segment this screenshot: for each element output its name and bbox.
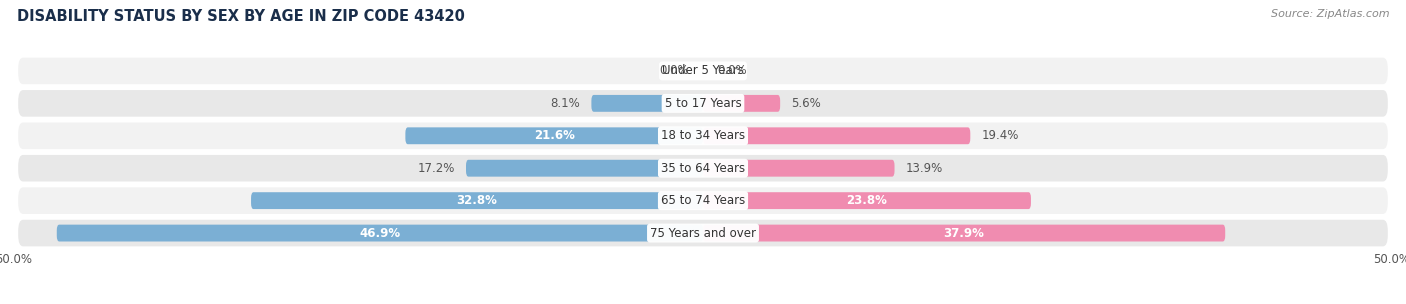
FancyBboxPatch shape [56, 225, 703, 241]
Text: 13.9%: 13.9% [905, 162, 943, 175]
FancyBboxPatch shape [18, 90, 1388, 117]
Text: 5.6%: 5.6% [792, 97, 821, 110]
FancyBboxPatch shape [18, 220, 1388, 246]
Text: 18 to 34 Years: 18 to 34 Years [661, 129, 745, 142]
Text: 19.4%: 19.4% [981, 129, 1019, 142]
Text: Under 5 Years: Under 5 Years [662, 64, 744, 78]
FancyBboxPatch shape [703, 127, 970, 144]
Text: 32.8%: 32.8% [457, 194, 498, 207]
FancyBboxPatch shape [703, 225, 1225, 241]
FancyBboxPatch shape [252, 192, 703, 209]
Text: 46.9%: 46.9% [360, 226, 401, 240]
Text: 23.8%: 23.8% [846, 194, 887, 207]
Text: 75 Years and over: 75 Years and over [650, 226, 756, 240]
Text: 0.0%: 0.0% [717, 64, 747, 78]
Text: 65 to 74 Years: 65 to 74 Years [661, 194, 745, 207]
Text: 17.2%: 17.2% [418, 162, 456, 175]
FancyBboxPatch shape [18, 155, 1388, 181]
Text: 5 to 17 Years: 5 to 17 Years [665, 97, 741, 110]
FancyBboxPatch shape [592, 95, 703, 112]
FancyBboxPatch shape [465, 160, 703, 177]
FancyBboxPatch shape [18, 187, 1388, 214]
FancyBboxPatch shape [18, 58, 1388, 84]
Text: 8.1%: 8.1% [551, 97, 581, 110]
FancyBboxPatch shape [703, 192, 1031, 209]
FancyBboxPatch shape [18, 123, 1388, 149]
Text: 37.9%: 37.9% [943, 226, 984, 240]
FancyBboxPatch shape [405, 127, 703, 144]
Text: 35 to 64 Years: 35 to 64 Years [661, 162, 745, 175]
Text: 0.0%: 0.0% [659, 64, 689, 78]
Text: Source: ZipAtlas.com: Source: ZipAtlas.com [1271, 9, 1389, 19]
Text: 21.6%: 21.6% [534, 129, 575, 142]
FancyBboxPatch shape [703, 160, 894, 177]
Text: DISABILITY STATUS BY SEX BY AGE IN ZIP CODE 43420: DISABILITY STATUS BY SEX BY AGE IN ZIP C… [17, 9, 465, 24]
FancyBboxPatch shape [703, 95, 780, 112]
